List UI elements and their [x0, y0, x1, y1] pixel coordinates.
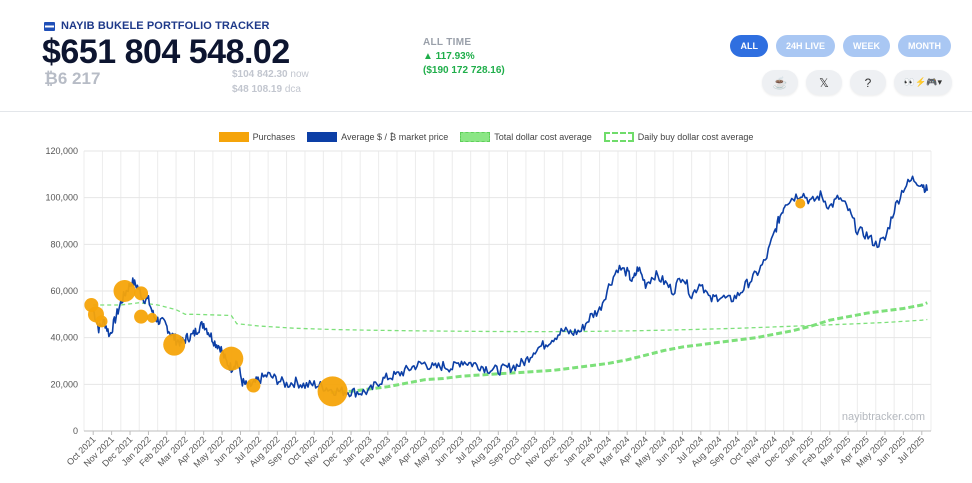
legend-label-purchases: Purchases: [252, 132, 296, 142]
market-price-line: [92, 175, 929, 398]
tab-month[interactable]: MONTH: [898, 35, 951, 57]
purchase-point: [95, 315, 108, 328]
brand: NAYIB BUKELE PORTFOLIO TRACKER: [44, 20, 270, 32]
y-tick-label: 100,000: [45, 193, 78, 203]
purchase-point: [246, 378, 261, 393]
legend-item-daily-dca[interactable]: Daily buy dollar cost average: [603, 132, 754, 142]
dca-price: $48 108.19: [232, 84, 283, 95]
purchase-point: [317, 376, 348, 407]
legend-swatch-market-price: [307, 132, 338, 142]
timeframe-tabs: ALL 24H LIVE WEEK MONTH: [730, 35, 951, 57]
purchase-point: [134, 286, 149, 301]
legend-item-total-dca[interactable]: Total dollar cost average: [460, 132, 592, 142]
purchase-point: [163, 333, 186, 356]
tab-all[interactable]: ALL: [730, 35, 768, 57]
alltime-usd: ($190 172 728.16): [423, 65, 505, 76]
legend-swatch-purchases: [218, 132, 249, 142]
legend-swatch-total-dca: [460, 132, 491, 142]
dca-price-line: $48 108.19 dca: [232, 84, 301, 95]
watermark: nayibtracker.com: [842, 411, 925, 423]
daily-dca-line: [93, 302, 928, 333]
y-axis: 0 20,000 40,000 60,000 80,000 100,000 120,000: [45, 146, 78, 436]
now-label: now: [290, 69, 309, 80]
el-salvador-flag-icon: [44, 21, 55, 31]
purchase-point: [134, 309, 149, 324]
alltime-percent: ▲ 117.93%: [423, 51, 475, 62]
x-icon[interactable]: 𝕏: [806, 70, 842, 95]
purchase-point: [219, 346, 244, 371]
legend-label-market-price: Average $ / ₿ market price: [341, 132, 449, 142]
y-tick-label: 40,000: [50, 333, 78, 343]
header-divider: [0, 111, 972, 112]
y-tick-label: 0: [73, 426, 78, 436]
help-icon[interactable]: ?: [850, 70, 886, 95]
dca-label: dca: [284, 84, 301, 95]
btc-amount: ₿6 217: [44, 69, 101, 88]
legend-label-total-dca: Total dollar cost average: [494, 132, 592, 142]
icon-toolbar: ☕ 𝕏 ? 👀⚡🎮▾: [762, 70, 952, 95]
purchase-point: [147, 312, 158, 323]
coffee-icon[interactable]: ☕: [762, 70, 798, 95]
header: NAYIB BUKELE PORTFOLIO TRACKER $651 804 …: [0, 0, 972, 112]
chart-series: [84, 175, 929, 407]
emoji-menu-icon[interactable]: 👀⚡🎮▾: [894, 70, 952, 95]
y-tick-label: 80,000: [50, 239, 78, 249]
purchase-point: [795, 198, 806, 209]
portfolio-value: $651 804 548.02: [42, 33, 290, 71]
legend-item-purchases[interactable]: Purchases: [218, 132, 296, 142]
brand-title: NAYIB BUKELE PORTFOLIO TRACKER: [61, 20, 270, 32]
legend-label-daily-dca: Daily buy dollar cost average: [637, 132, 754, 142]
tab-week[interactable]: WEEK: [843, 35, 890, 57]
tab-24h-live[interactable]: 24H LIVE: [775, 35, 835, 57]
y-tick-label: 60,000: [50, 286, 78, 296]
total-dca-line: [330, 301, 928, 394]
y-tick-label: 120,000: [45, 146, 78, 156]
legend-swatch-daily-dca: [603, 132, 634, 142]
alltime-performance: ALL TIME ▲ 117.93% ($190 172 728.16): [423, 37, 505, 76]
legend-item-market-price[interactable]: Average $ / ₿ market price: [307, 132, 448, 142]
now-price-line: $104 842.30 now: [232, 69, 309, 80]
y-tick-label: 20,000: [50, 379, 78, 389]
purchase-point: [113, 280, 136, 302]
now-price: $104 842.30: [232, 69, 288, 80]
chart-legend: Purchases Average $ / ₿ market price Tot…: [0, 132, 972, 142]
alltime-label: ALL TIME: [423, 37, 472, 48]
